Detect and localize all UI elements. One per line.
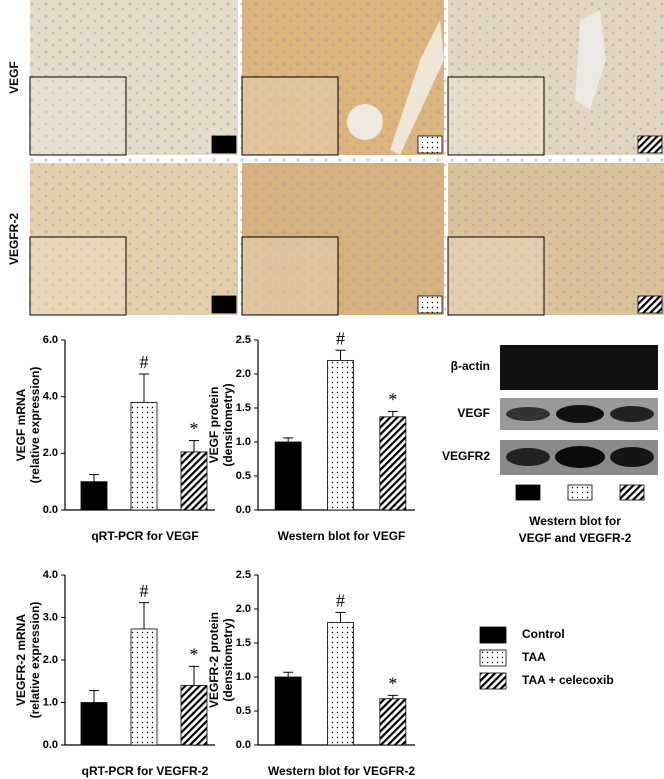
group-swatch — [637, 295, 663, 314]
bar — [379, 416, 407, 511]
legend-label: TAA + celecoxib — [522, 673, 614, 687]
x-axis-label: Western blot for VEGFR-2 — [268, 764, 415, 778]
y-tick-label: 1.5 — [236, 637, 251, 649]
x-axis-label: qRT-PCR for VEGFR-2 — [82, 764, 209, 778]
bar — [327, 359, 354, 511]
group-swatch — [417, 135, 443, 154]
x-axis-label: Western blot for VEGF — [278, 529, 406, 543]
legend-swatch — [479, 626, 507, 644]
lane-swatch — [515, 484, 541, 501]
group-swatch — [211, 135, 237, 154]
bar — [327, 622, 354, 746]
legend-label: Control — [522, 627, 565, 641]
significance-mark: * — [388, 390, 397, 410]
significance-mark: # — [336, 591, 345, 611]
bar — [379, 698, 407, 746]
inset-frame — [29, 76, 127, 156]
y-tick-label: 2.0 — [236, 603, 251, 615]
blot-caption: VEGF and VEGFR-2 — [519, 531, 632, 545]
lane-swatch — [567, 484, 593, 501]
bar — [80, 481, 108, 511]
significance-mark: # — [140, 352, 149, 372]
blot-row-label: β-actin — [451, 359, 490, 373]
y-tick-label: 0.5 — [236, 705, 251, 717]
y-tick-label: 0.0 — [43, 504, 58, 516]
y-axis-label: (relative expression) — [28, 602, 42, 719]
row-label: VEGFR-2 — [7, 213, 21, 265]
y-tick-label: 4.0 — [43, 569, 58, 581]
y-axis-label: VEGFR-2 mRNA — [14, 614, 28, 706]
y-axis-label: VEGFR-2 protein — [207, 612, 221, 708]
inset-frame — [447, 76, 545, 156]
significance-mark: * — [388, 673, 397, 693]
y-tick-label: 1.0 — [43, 696, 58, 708]
y-tick-label: 0.0 — [43, 739, 58, 751]
y-axis-label: (relative expression) — [28, 367, 42, 484]
y-axis-label: VEGF mRNA — [14, 388, 28, 461]
legend-swatch — [479, 649, 507, 667]
group-swatch — [637, 135, 663, 154]
western-blot-image — [500, 345, 658, 475]
y-tick-label: 2.5 — [236, 334, 251, 346]
inset-frame — [447, 236, 545, 316]
y-tick-label: 0.0 — [236, 739, 251, 751]
bar — [130, 628, 158, 746]
micrographs — [30, 0, 664, 315]
y-axis-label: (densitometry) — [221, 383, 235, 466]
bar — [180, 685, 208, 746]
bar — [180, 451, 208, 511]
y-axis-label: VEGF protein — [207, 387, 221, 464]
significance-mark: # — [336, 328, 345, 348]
group-swatch — [417, 295, 443, 314]
inset-frame — [241, 76, 339, 156]
y-tick-label: 2.0 — [236, 368, 251, 380]
bar — [274, 441, 302, 511]
y-tick-label: 4.0 — [43, 391, 58, 403]
y-tick-label: 0.5 — [236, 470, 251, 482]
y-axis-label: (densitometry) — [221, 618, 235, 701]
bar — [80, 702, 108, 746]
group-swatch — [211, 295, 237, 314]
x-axis-label: qRT-PCR for VEGF — [91, 529, 198, 543]
y-tick-label: 1.0 — [236, 671, 251, 683]
significance-mark: # — [140, 581, 149, 601]
lane-swatch — [619, 484, 645, 501]
bar — [274, 676, 302, 746]
inset-frame — [241, 236, 339, 316]
y-tick-label: 2.5 — [236, 569, 251, 581]
y-tick-label: 6.0 — [43, 334, 58, 346]
row-label: VEGF — [7, 61, 21, 94]
y-tick-label: 3.0 — [43, 611, 58, 623]
y-tick-label: 1.5 — [236, 402, 251, 414]
blot-row-label: VEGF — [457, 406, 490, 420]
y-tick-label: 2.0 — [43, 447, 58, 459]
blot-caption: Western blot for — [529, 514, 621, 528]
significance-mark: * — [190, 645, 199, 665]
inset-frame — [29, 236, 127, 316]
legend-label: TAA — [522, 650, 546, 664]
legend-swatch — [479, 672, 507, 690]
significance-mark: * — [190, 419, 199, 439]
bar — [130, 401, 158, 511]
y-tick-label: 2.0 — [43, 654, 58, 666]
y-tick-label: 0.0 — [236, 504, 251, 516]
blot-row-label: VEGFR2 — [442, 449, 490, 463]
y-tick-label: 1.0 — [236, 436, 251, 448]
